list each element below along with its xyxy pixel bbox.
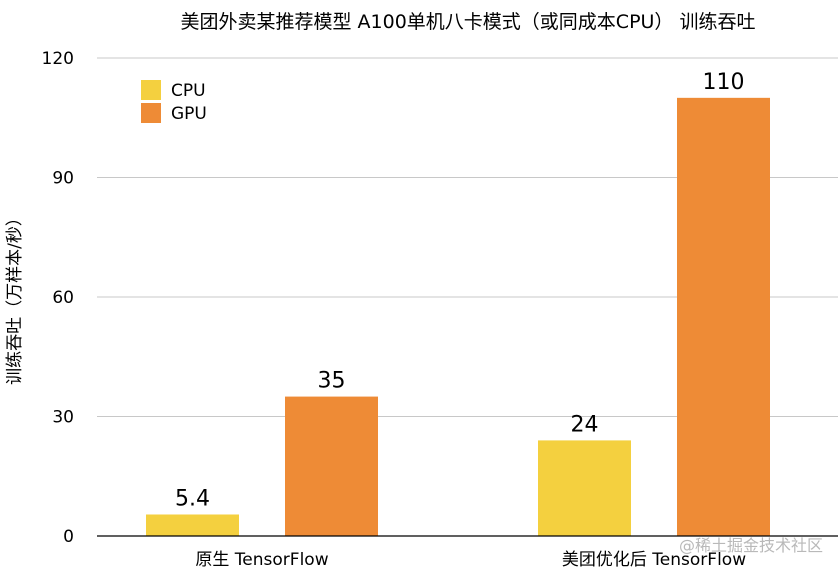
y-axis-label: 训练吞吐（万样本/秒） [5, 209, 25, 385]
y-axis-ticks: 0 30 60 90 120 [42, 49, 74, 547]
chart-title: 美团外卖某推荐模型 A100单机八卡模式（或同成本CPU） 训练吞吐 [181, 11, 756, 33]
bars [146, 97, 770, 536]
legend: CPU GPU [141, 80, 207, 124]
category-label: 原生 TensorFlow [195, 550, 328, 570]
category-label: 美团优化后 TensorFlow [562, 550, 746, 570]
legend-label: CPU [171, 81, 206, 101]
data-label: 110 [703, 70, 745, 95]
legend-swatch-gpu [141, 103, 161, 123]
watermark-text: @稀土掘金技术社区 [679, 536, 823, 555]
legend-label: GPU [171, 104, 207, 124]
data-label: 35 [318, 369, 346, 394]
bar-cpu-0 [146, 514, 239, 536]
legend-swatch-cpu [141, 80, 161, 100]
data-label: 24 [571, 412, 599, 437]
y-tick-label: 0 [63, 527, 74, 547]
y-tick-label: 120 [42, 49, 74, 69]
y-tick-label: 30 [52, 408, 74, 428]
category-labels: 原生 TensorFlow 美团优化后 TensorFlow [195, 550, 746, 570]
bar-gpu-0 [285, 396, 378, 536]
y-tick-label: 60 [52, 288, 74, 308]
bar-gpu-1 [677, 97, 770, 536]
data-label: 5.4 [175, 486, 210, 511]
data-labels: 5.4 35 24 110 [175, 70, 745, 512]
bar-cpu-1 [538, 440, 631, 536]
y-tick-label: 90 [52, 169, 74, 189]
